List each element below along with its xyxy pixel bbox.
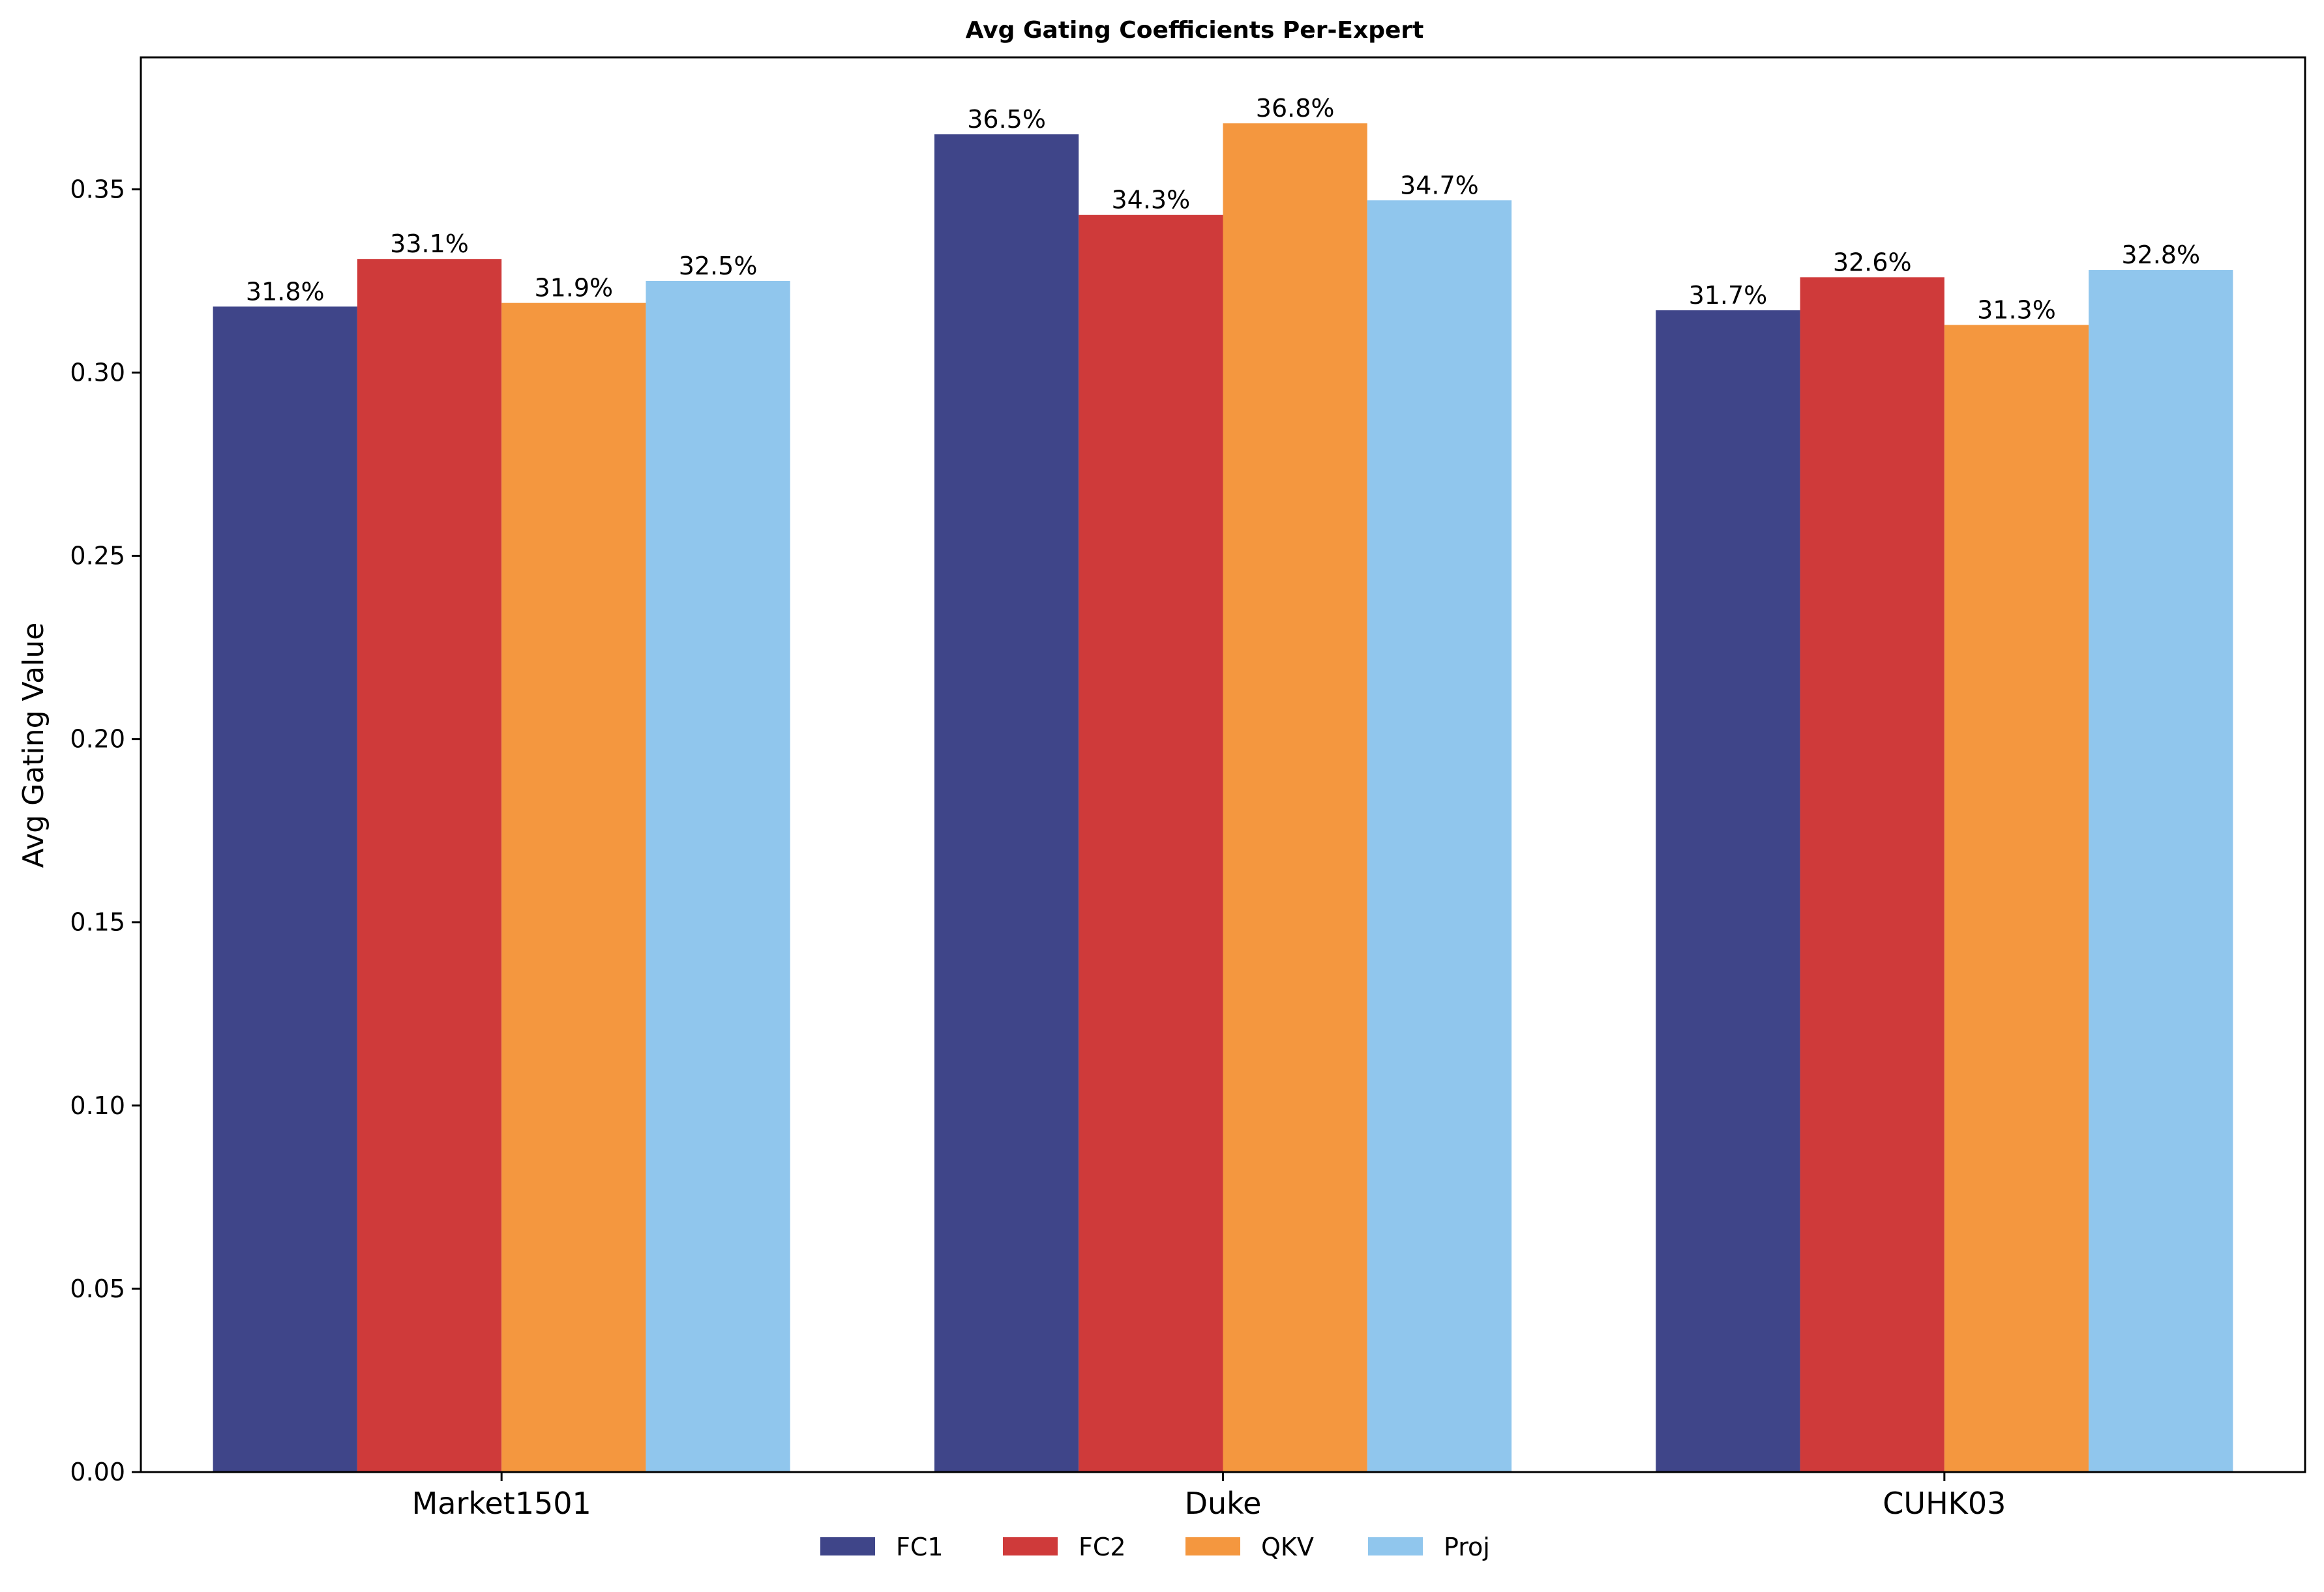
legend: FC1 FC2 QKV Proj bbox=[820, 1533, 1490, 1561]
legend-swatch-fc1 bbox=[820, 1537, 875, 1555]
legend-swatch-proj bbox=[1368, 1537, 1423, 1555]
legend-label-fc2: FC2 bbox=[1079, 1533, 1126, 1561]
bar-label-qkv-duke: 36.8% bbox=[1256, 94, 1335, 123]
bar-qkv-cuhk03 bbox=[1944, 325, 2089, 1472]
x-tick-label-market1501: Market1501 bbox=[412, 1486, 591, 1521]
y-tick-label: 0.20 bbox=[70, 725, 125, 754]
bar-label-fc2-duke: 34.3% bbox=[1112, 186, 1191, 214]
bar-label-fc2-market1501: 33.1% bbox=[390, 229, 469, 258]
plot-frame bbox=[140, 56, 2306, 1473]
bar-label-proj-duke: 34.7% bbox=[1400, 171, 1479, 199]
bar-fc2-cuhk03 bbox=[1800, 277, 1944, 1472]
bars-layer bbox=[213, 123, 2233, 1473]
bar-label-fc1-cuhk03: 31.7% bbox=[1689, 281, 1768, 310]
bar-fc1-market1501 bbox=[213, 306, 357, 1472]
bar-label-qkv-market1501: 31.9% bbox=[534, 274, 613, 302]
x-tick-label-cuhk03: CUHK03 bbox=[1883, 1486, 2006, 1521]
bar-label-qkv-cuhk03: 31.3% bbox=[1977, 295, 2056, 324]
bar-label-proj-cuhk03: 32.8% bbox=[2121, 241, 2200, 269]
legend-label-proj: Proj bbox=[1444, 1533, 1490, 1561]
y-tick-label: 0.10 bbox=[70, 1091, 125, 1120]
bar-labels-layer: 31.8% 36.5% 31.7% 33.1% 34.3% 32.6% 31.9% 36.8%… bbox=[246, 94, 2200, 324]
bar-fc1-cuhk03 bbox=[1656, 310, 1800, 1472]
bar-label-fc1-market1501: 31.8% bbox=[246, 277, 325, 306]
bar-label-fc1-duke: 36.5% bbox=[967, 105, 1046, 134]
bar-fc1-duke bbox=[934, 134, 1079, 1472]
bar-label-fc2-cuhk03: 32.6% bbox=[1833, 248, 1912, 276]
legend-label-qkv: QKV bbox=[1261, 1533, 1314, 1561]
x-tick-label-duke: Duke bbox=[1185, 1486, 1262, 1521]
y-tick-label: 0.35 bbox=[70, 175, 125, 203]
y-tick-label: 0.15 bbox=[70, 908, 125, 937]
legend-label-fc1: FC1 bbox=[896, 1533, 944, 1561]
bar-fc2-duke bbox=[1079, 214, 1223, 1472]
bar-qkv-duke bbox=[1223, 123, 1367, 1473]
bar-label-proj-market1501: 32.5% bbox=[679, 252, 758, 280]
y-tick-label: 0.00 bbox=[70, 1458, 125, 1486]
y-tick-label: 0.30 bbox=[70, 358, 125, 387]
bar-proj-duke bbox=[1367, 200, 1512, 1472]
y-axis-label: Avg Gating Value bbox=[17, 623, 50, 868]
y-tick-label: 0.25 bbox=[70, 542, 125, 570]
bar-proj-market1501 bbox=[646, 280, 790, 1473]
y-axis: 0.00 0.05 0.10 0.15 0.20 0.25 0.30 0.35 bbox=[70, 175, 141, 1486]
x-axis: Market1501 Duke CUHK03 bbox=[412, 1472, 2006, 1521]
legend-swatch-qkv bbox=[1185, 1537, 1240, 1555]
bar-qkv-market1501 bbox=[501, 302, 646, 1472]
legend-swatch-fc2 bbox=[1003, 1537, 1058, 1555]
chart-title: Avg Gating Coefficients Per-Expert bbox=[966, 17, 1424, 44]
y-tick-label: 0.05 bbox=[70, 1275, 125, 1303]
bar-fc2-market1501 bbox=[357, 259, 502, 1473]
bar-proj-cuhk03 bbox=[2089, 270, 2233, 1472]
